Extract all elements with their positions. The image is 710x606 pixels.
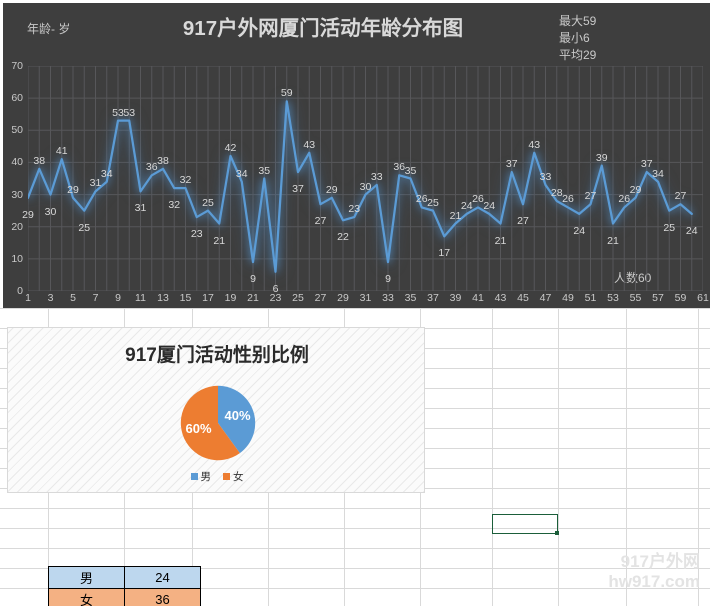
svg-text:60%: 60% — [186, 421, 212, 436]
svg-text:40%: 40% — [225, 408, 251, 423]
